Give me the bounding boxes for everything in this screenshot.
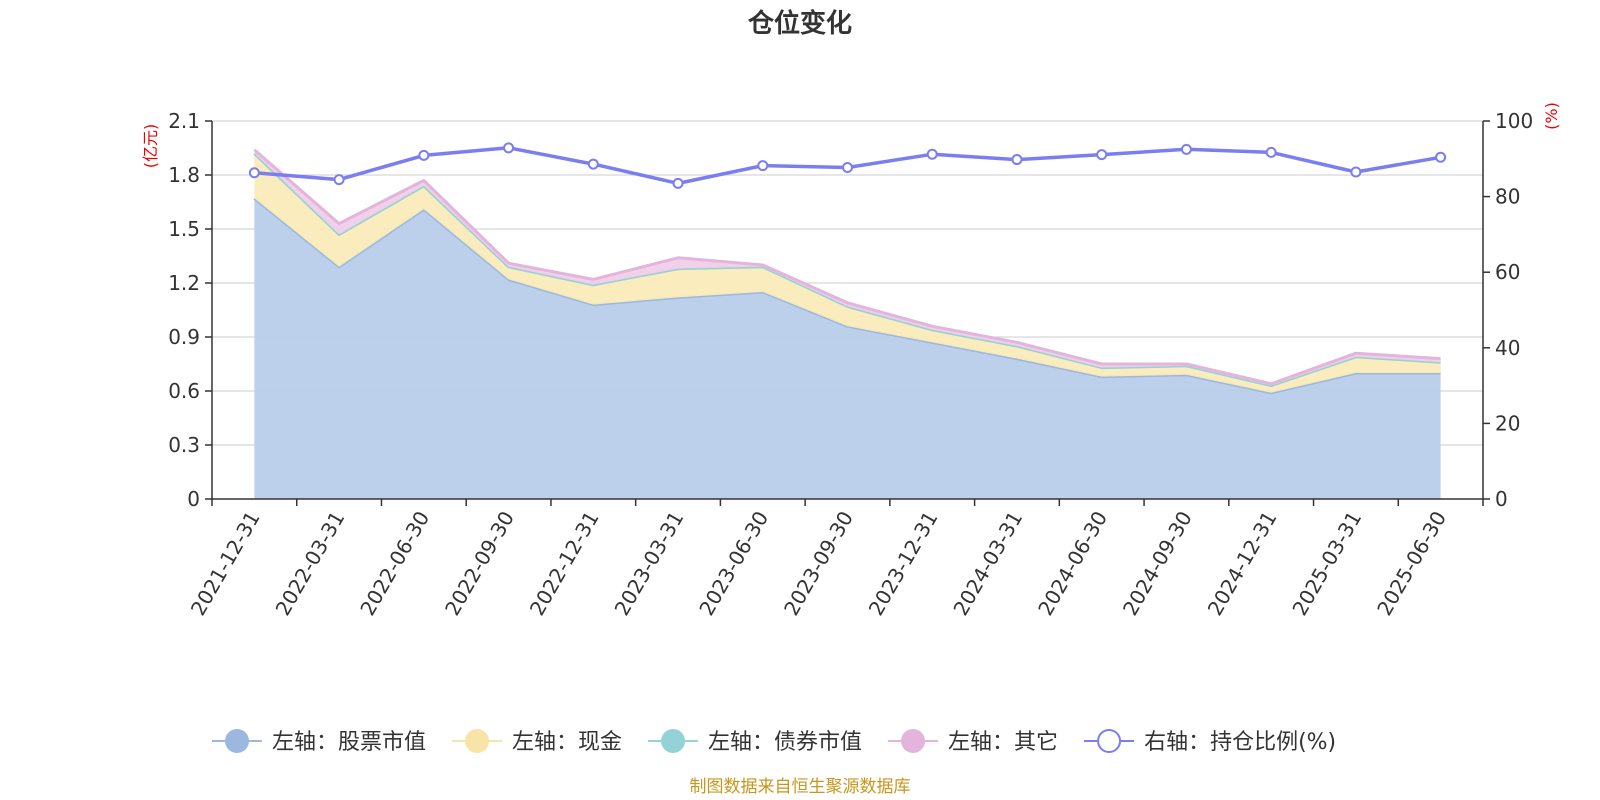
x-axis-tick-label: 2022-09-30 xyxy=(440,507,519,620)
ratio-point xyxy=(418,149,430,161)
ratio-point xyxy=(672,177,684,189)
x-axis-tick-label: 2024-09-30 xyxy=(1118,507,1197,620)
ratio-point xyxy=(1180,143,1192,155)
legend-marker xyxy=(465,729,490,753)
right-axis-tick-label: 60 xyxy=(1495,260,1520,284)
left-axis-tick-label: 1.8 xyxy=(168,163,200,187)
right-axis-tick-label: 20 xyxy=(1495,411,1520,435)
x-axis-tick-label: 2024-12-31 xyxy=(1203,507,1282,620)
left-axis-unit-label: (亿元) xyxy=(141,124,160,169)
ratio-point xyxy=(842,161,853,173)
left-axis-tick-label: 0.9 xyxy=(168,325,200,349)
right-axis-tick-label: 40 xyxy=(1495,336,1520,360)
ratio-point xyxy=(1350,166,1362,178)
ratio-point xyxy=(1096,149,1108,161)
ratio-point xyxy=(1011,154,1023,166)
left-axis-tick-label: 0.6 xyxy=(168,379,200,403)
area-edge-左轴其它 xyxy=(253,148,1441,386)
legend-label: 左轴：其它 xyxy=(948,730,1058,755)
x-axis-tick-label: 2022-06-30 xyxy=(355,507,434,620)
legend-label: 左轴：股票市值 xyxy=(272,730,426,755)
right-axis-tick-label: 0 xyxy=(1495,487,1508,511)
x-axis-tick-label: 2025-03-31 xyxy=(1287,507,1366,620)
left-axis-tick-label: 1.5 xyxy=(168,217,200,241)
legend: 左轴：股票市值 左轴：现金 左轴：债券市值 左轴：其它 右轴：持仓比例(%) xyxy=(212,729,1336,755)
right-axis-tick-label: 80 xyxy=(1495,185,1520,209)
ratio-point xyxy=(1265,146,1277,158)
legend-item[interactable]: 左轴：股票市值 xyxy=(212,729,426,755)
data-source-note: 制图数据来自恒生聚源数据库 xyxy=(690,777,911,797)
legend-marker xyxy=(225,729,249,753)
legend-item[interactable]: 左轴：现金 xyxy=(452,729,622,755)
left-axis-tick-label: 0.3 xyxy=(168,433,200,457)
ratio-point xyxy=(333,174,345,186)
ratio-point xyxy=(1435,151,1447,163)
left-axis-tick-label: 1.2 xyxy=(168,271,200,295)
right-axis-tick-label: 100 xyxy=(1495,109,1533,133)
x-axis-tick-label: 2021-12-31 xyxy=(186,507,265,620)
ratio-point xyxy=(587,158,599,170)
x-axis-tick-label: 2022-12-31 xyxy=(525,507,604,620)
legend-item[interactable]: 右轴：持仓比例(%) xyxy=(1084,729,1336,755)
right-axis-unit-label: (%) xyxy=(1542,102,1561,130)
x-axis-tick-label: 2023-12-31 xyxy=(864,507,943,620)
left-axis-tick-label: 2.1 xyxy=(168,109,200,133)
ratio-point xyxy=(926,148,938,160)
legend-label: 左轴：现金 xyxy=(512,730,622,755)
area-fill-左轴股票市值 xyxy=(254,198,1441,499)
legend-item[interactable]: 左轴：债券市值 xyxy=(648,729,862,755)
legend-item[interactable]: 左轴：其它 xyxy=(888,729,1058,755)
x-axis-tick-label: 2023-06-30 xyxy=(694,507,773,620)
x-axis-tick-label: 2023-03-31 xyxy=(610,507,689,620)
legend-label: 右轴：持仓比例(%) xyxy=(1144,730,1336,755)
x-axis-tick-label: 2023-09-30 xyxy=(779,507,858,620)
legend-marker xyxy=(901,729,926,753)
ratio-point xyxy=(757,160,769,172)
ratio-point xyxy=(503,142,515,154)
x-axis-tick-label: 2025-06-30 xyxy=(1372,507,1451,620)
x-axis-tick-label: 2022-03-31 xyxy=(271,507,350,620)
legend-label: 左轴：债券市值 xyxy=(708,730,862,755)
x-axis-tick-label: 2024-03-31 xyxy=(948,507,1027,620)
legend-marker xyxy=(1097,729,1122,753)
stacked-areas xyxy=(253,148,1441,499)
ratio-line-layer xyxy=(248,142,1447,189)
ratio-point xyxy=(248,167,260,179)
x-axis-tick-label: 2024-06-30 xyxy=(1033,507,1112,620)
left-axis-tick-label: 0 xyxy=(187,487,200,511)
legend-marker xyxy=(661,729,686,753)
chart-title: 仓位变化 xyxy=(747,8,852,39)
